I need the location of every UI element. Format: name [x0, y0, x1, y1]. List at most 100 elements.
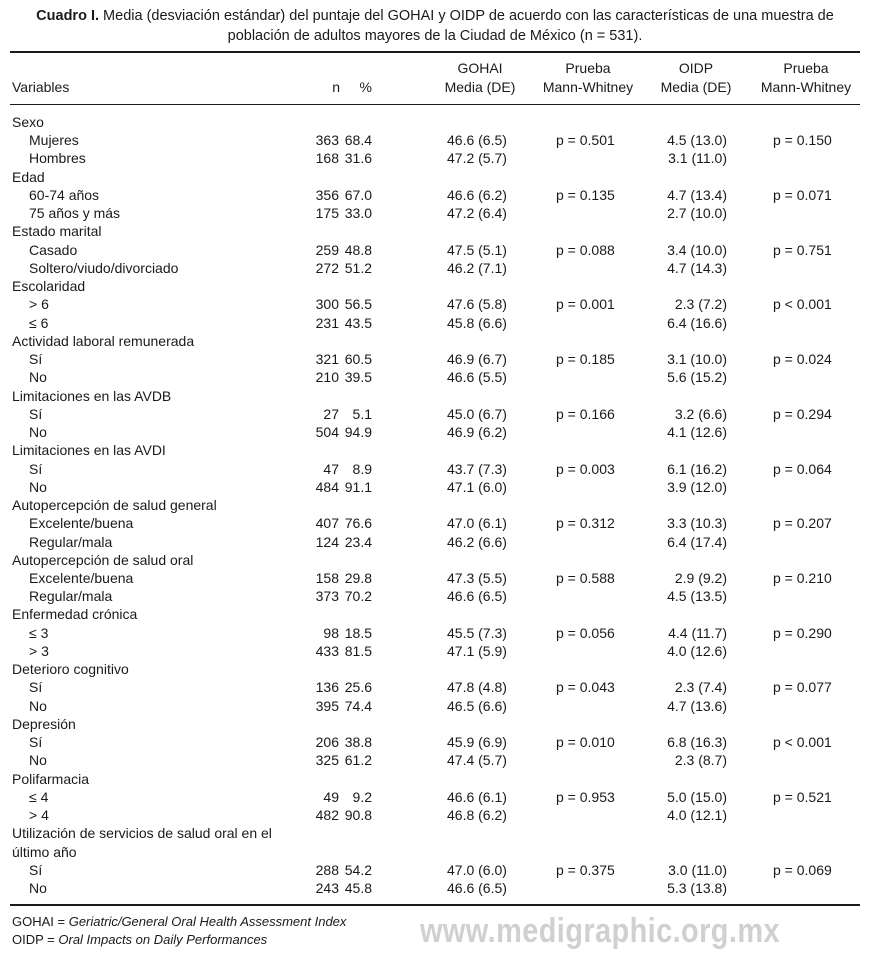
percent-value: 23.4 — [344, 533, 372, 550]
gohai-mean-sd: 47.5 (5.1) — [447, 241, 507, 258]
table-row: No 484 91.1 47.1 (6.0) 3.9 (12.0) — [0, 478, 870, 496]
percent-value: 94.9 — [344, 424, 372, 441]
footnote-text: Geriatric/General Oral Health Assessment… — [68, 914, 347, 929]
gohai-p-value: p = 0.312 — [556, 515, 615, 532]
n-value: 504 — [315, 424, 339, 441]
gohai-mean-sd: 46.6 (6.5) — [447, 588, 507, 605]
category-label: > 6 — [29, 296, 49, 313]
category-label: No — [29, 424, 47, 441]
category-label: > 3 — [29, 642, 49, 659]
header-variables: Variables — [12, 79, 70, 95]
n-value: 136 — [315, 679, 339, 696]
percent-value: 9.2 — [352, 788, 372, 805]
category-label: > 4 — [29, 807, 49, 824]
table-row: Sí 27 5.1 45.0 (6.7) p = 0.166 3.2 (6.6) p = 0… — [0, 405, 870, 423]
percent-value: 51.2 — [344, 259, 372, 276]
group-label: Sexo — [12, 114, 44, 130]
percent-value: 81.5 — [344, 642, 372, 659]
oidp-mean-sd: 3.1 (11.0) — [668, 150, 727, 167]
table-row: Excelente/buena 158 29.8 47.3 (5.5) p = 0.58… — [0, 569, 870, 587]
top-rule — [10, 51, 860, 53]
gohai-mean-sd: 46.9 (6.2) — [447, 424, 507, 441]
table-row: Sí 206 38.8 45.9 (6.9) p = 0.010 6.8 (16.3) p … — [0, 733, 870, 751]
percent-value: 74.4 — [344, 697, 372, 714]
group-label: Escolaridad — [12, 278, 86, 295]
group-header-row: Actividad laboral remunerada — [0, 332, 870, 350]
oidp-mean-sd: 2.7 (10.0) — [667, 205, 727, 222]
n-value: 272 — [315, 259, 339, 276]
oidp-p-value: p = 0.207 — [773, 515, 832, 532]
group-label-continued: último año — [12, 843, 77, 860]
oidp-mean-sd: 6.1 (16.2) — [667, 460, 727, 477]
percent-value: 91.1 — [344, 478, 372, 495]
gohai-p-value: p = 0.001 — [556, 296, 615, 313]
table-row: Casado 259 48.8 47.5 (5.1) p = 0.088 3.4 (10.… — [0, 241, 870, 259]
gohai-mean-sd: 46.2 (6.6) — [447, 533, 507, 550]
table-row: ≤ 6 231 43.5 45.8 (6.6) 6.4 (16.6) — [0, 314, 870, 332]
group-header-row: Edad — [0, 168, 870, 186]
group-header-row: Limitaciones en las AVDB — [0, 387, 870, 405]
oidp-p-value: p = 0.071 — [773, 186, 832, 203]
header-pct: % — [359, 79, 372, 95]
n-value: 484 — [315, 478, 339, 495]
gohai-p-value: p = 0.043 — [556, 679, 615, 696]
watermark: www.medigraphic.org.mx — [420, 912, 780, 950]
table-row: Sí 321 60.5 46.9 (6.7) p = 0.185 3.1 (10.0) p … — [0, 350, 870, 368]
gohai-p-value: p = 0.375 — [556, 861, 615, 878]
gohai-mean-sd: 47.2 (6.4) — [447, 205, 507, 222]
percent-value: 33.0 — [344, 205, 372, 222]
gohai-mean-sd: 47.6 (5.8) — [447, 296, 507, 313]
oidp-mean-sd: 3.9 (12.0) — [667, 478, 727, 495]
category-label: Regular/mala — [29, 588, 113, 605]
n-value: 363 — [315, 132, 339, 149]
n-value: 321 — [315, 351, 339, 368]
table-number: Cuadro I. — [36, 8, 100, 24]
percent-value: 43.5 — [344, 314, 372, 331]
n-value: 395 — [315, 697, 339, 714]
gohai-mean-sd: 46.5 (6.6) — [447, 697, 507, 714]
oidp-mean-sd: 4.5 (13.0) — [667, 132, 727, 149]
oidp-mean-sd: 3.2 (6.6) — [674, 405, 727, 422]
oidp-p-value: p = 0.150 — [773, 132, 832, 149]
header-test-oidp-sub: Mann-Whitney — [760, 79, 852, 95]
gohai-mean-sd: 46.6 (6.5) — [447, 132, 507, 149]
group-header-row: Enfermedad crónica — [0, 605, 870, 623]
oidp-mean-sd: 4.1 (12.6) — [667, 424, 727, 441]
gohai-mean-sd: 47.8 (4.8) — [447, 679, 507, 696]
category-label: No — [29, 752, 47, 769]
n-value: 407 — [315, 515, 339, 532]
percent-value: 56.5 — [344, 296, 372, 313]
group-label: Autopercepción de salud oral — [12, 551, 194, 568]
header-oidp-title: OIDP — [678, 60, 714, 76]
percent-value: 90.8 — [344, 807, 372, 824]
gohai-p-value: p = 0.953 — [556, 788, 615, 805]
group-header-row: Sexo — [0, 113, 870, 131]
oidp-p-value: p < 0.001 — [773, 734, 832, 751]
percent-value: 68.4 — [344, 132, 372, 149]
percent-value: 70.2 — [344, 588, 372, 605]
gohai-mean-sd: 46.6 (5.5) — [447, 369, 507, 386]
gohai-p-value: p = 0.088 — [556, 241, 615, 258]
n-value: 158 — [315, 570, 339, 586]
table-row: Mujeres 363 68.4 46.6 (6.5) p = 0.501 4.5 (13… — [0, 131, 870, 149]
oidp-mean-sd: 2.3 (7.2) — [674, 296, 727, 313]
category-label: Mujeres — [29, 132, 79, 149]
gohai-mean-sd: 46.6 (6.1) — [447, 788, 507, 805]
bottom-rule — [10, 904, 860, 906]
n-value: 98 — [323, 624, 339, 641]
table-row: 60-74 años 356 67.0 46.6 (6.2) p = 0.135 4.7 … — [0, 186, 870, 204]
category-label: Sí — [29, 734, 43, 751]
group-label: Actividad laboral remunerada — [12, 332, 195, 349]
category-label: Excelente/buena — [29, 515, 134, 532]
table-caption-text: Media (desviación estándar) del puntaje … — [103, 8, 834, 24]
group-header-row: Estado marital — [0, 222, 870, 240]
category-label: Casado — [29, 241, 78, 258]
group-header-row: Limitaciones en las AVDI — [0, 441, 870, 459]
oidp-mean-sd: 4.5 (13.5) — [667, 588, 727, 605]
gohai-mean-sd: 46.9 (6.7) — [447, 351, 507, 368]
table-row: No 504 94.9 46.9 (6.2) 4.1 (12.6) — [0, 423, 870, 441]
table-row: Excelente/buena 407 76.6 47.0 (6.1) p = 0.31… — [0, 514, 870, 532]
table-row: Regular/mala 124 23.4 46.2 (6.6) 6.4 (17.4) — [0, 533, 870, 551]
category-label: No — [29, 369, 47, 386]
gohai-mean-sd: 45.9 (6.9) — [447, 734, 507, 751]
